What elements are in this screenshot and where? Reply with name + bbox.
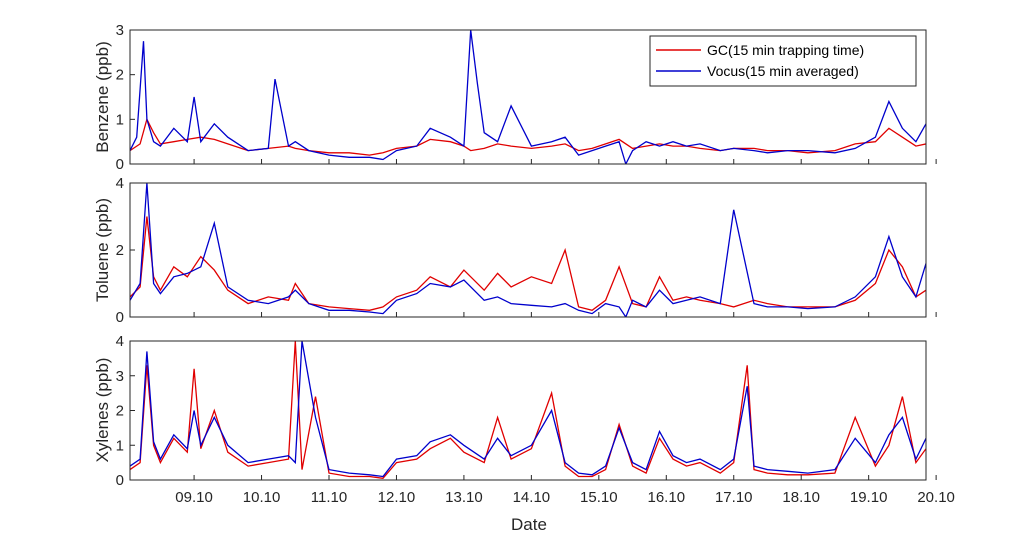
toluene-y-tick-label: 4 <box>116 175 124 192</box>
x-tick-label: 19.10 <box>850 489 888 506</box>
toluene-vocus-series-line <box>130 183 926 317</box>
xylenes-y-tick-label: 2 <box>116 403 124 420</box>
toluene-gc-series-line <box>130 216 926 312</box>
x-axis-label: Date <box>511 515 547 534</box>
legend-gc-label: GC(15 min trapping time) <box>707 42 864 58</box>
x-tick-label: 14.10 <box>513 489 551 506</box>
xylenes-y-tick-label: 4 <box>116 333 124 350</box>
xylenes-y-tick-label: 3 <box>116 368 124 385</box>
benzene-y-tick-label: 1 <box>116 111 124 128</box>
xylenes-y-axis-label: Xylenes (ppb) <box>93 358 112 463</box>
toluene-panel: Toluene (ppb) 0 2 4 <box>93 175 937 326</box>
x-tick-label: 10.10 <box>243 489 281 506</box>
benzene-y-tick-label: 3 <box>116 22 124 39</box>
toluene-axes-frame <box>129 182 927 318</box>
x-tick-label: 17.10 <box>715 489 753 506</box>
xylenes-vocus-series-line <box>130 341 926 478</box>
x-tick-label: 12.10 <box>378 489 416 506</box>
x-tick-label: 18.10 <box>782 489 820 506</box>
toluene-plot-area: 0 2 4 <box>116 175 937 326</box>
benzene-panel: Benzene (ppb) 0 1 2 3 <box>93 22 937 173</box>
benzene-y-tick-label: 0 <box>116 156 124 173</box>
x-tick-label: 13.10 <box>445 489 483 506</box>
legend-box <box>649 35 917 87</box>
x-tick-label: 15.10 <box>580 489 618 506</box>
xylenes-gc-series-line <box>130 341 926 479</box>
chart-legend: GC(15 min trapping time) Vocus(15 min av… <box>649 35 917 87</box>
xylenes-y-tick-label: 0 <box>116 472 124 489</box>
xylenes-plot-area: 0 1 2 3 4 <box>116 333 937 489</box>
benzene-plot-area: 0 1 2 3 <box>116 22 937 173</box>
benzene-vocus-series-line <box>130 30 926 164</box>
xylenes-panel: Xylenes (ppb) 0 1 2 3 4 <box>93 333 937 489</box>
x-tick-label: 20.10 <box>917 489 955 506</box>
benzene-axes-frame <box>129 29 927 165</box>
x-tick-labels: 09.10 10.10 11.10 12.10 13.10 14.10 15.10 16.10… <box>175 489 955 506</box>
x-tick-label: 11.10 <box>311 489 347 506</box>
legend-vocus-label: Vocus(15 min averaged) <box>707 63 859 79</box>
x-tick-label: 09.10 <box>175 489 213 506</box>
toluene-y-tick-label: 0 <box>116 309 124 326</box>
benzene-y-tick-label: 2 <box>116 67 124 84</box>
xylenes-axes-frame <box>129 340 927 481</box>
toluene-y-axis-label: Toluene (ppb) <box>93 198 112 302</box>
x-tick-label: 16.10 <box>648 489 686 506</box>
toluene-y-tick-label: 2 <box>116 242 124 259</box>
benzene-y-axis-label: Benzene (ppb) <box>93 41 112 153</box>
benzene-gc-series-line <box>130 117 926 156</box>
xylenes-y-tick-label: 1 <box>116 437 124 454</box>
